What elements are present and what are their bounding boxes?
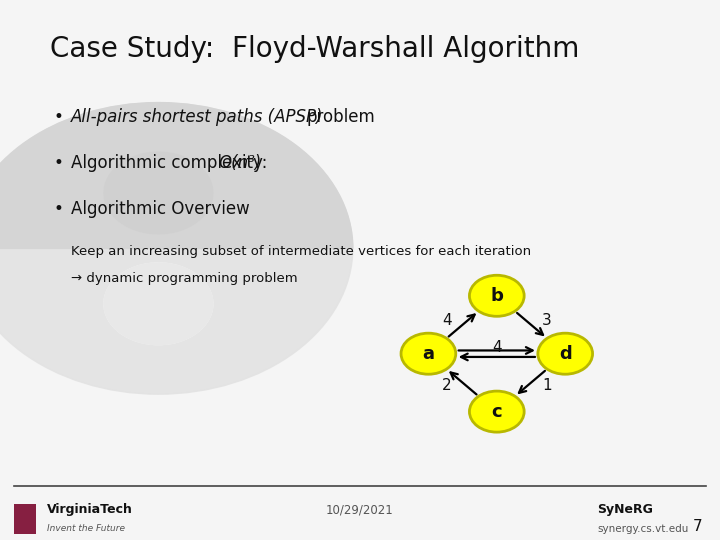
Text: Case Study:  Floyd-Warshall Algorithm: Case Study: Floyd-Warshall Algorithm	[50, 35, 580, 63]
Text: •: •	[54, 200, 64, 218]
Text: 3: 3	[542, 313, 552, 328]
Text: a: a	[423, 345, 434, 363]
FancyArrowPatch shape	[517, 313, 543, 335]
Circle shape	[104, 152, 213, 234]
Text: 4: 4	[492, 340, 502, 355]
Circle shape	[104, 263, 213, 345]
FancyArrowPatch shape	[451, 373, 477, 394]
Text: Algorithmic complexity:: Algorithmic complexity:	[71, 154, 272, 172]
Circle shape	[401, 333, 456, 374]
Text: 1: 1	[542, 379, 552, 394]
Text: b: b	[490, 287, 503, 305]
Text: VirginiaTech: VirginiaTech	[47, 503, 132, 516]
FancyArrowPatch shape	[449, 314, 474, 336]
Circle shape	[469, 391, 524, 432]
Circle shape	[104, 263, 213, 345]
Text: Keep an increasing subset of intermediate vertices for each iteration: Keep an increasing subset of intermediat…	[71, 245, 531, 258]
Text: → dynamic programming problem: → dynamic programming problem	[71, 272, 297, 285]
Circle shape	[0, 103, 353, 394]
Text: •: •	[54, 108, 64, 126]
Text: O(n³): O(n³)	[218, 154, 261, 172]
Text: Invent the Future: Invent the Future	[47, 524, 125, 533]
Text: •: •	[54, 154, 64, 172]
Circle shape	[104, 152, 213, 234]
Text: All-pairs shortest paths (APSP): All-pairs shortest paths (APSP)	[71, 108, 328, 126]
FancyArrowPatch shape	[519, 371, 545, 393]
Circle shape	[538, 333, 593, 374]
Text: 4: 4	[442, 313, 451, 328]
Text: d: d	[559, 345, 572, 363]
Text: SyNeRG: SyNeRG	[598, 503, 654, 516]
Text: problem: problem	[307, 108, 375, 126]
Circle shape	[469, 275, 524, 316]
Text: 7: 7	[693, 519, 702, 534]
FancyArrowPatch shape	[461, 354, 535, 360]
FancyArrowPatch shape	[459, 347, 533, 354]
FancyBboxPatch shape	[14, 504, 36, 534]
Text: 10/29/2021: 10/29/2021	[326, 504, 394, 517]
Text: synergy.cs.vt.edu: synergy.cs.vt.edu	[598, 524, 689, 534]
Wedge shape	[0, 103, 353, 248]
Text: c: c	[492, 403, 502, 421]
Text: 2: 2	[442, 379, 451, 394]
Text: Algorithmic Overview: Algorithmic Overview	[71, 200, 249, 218]
